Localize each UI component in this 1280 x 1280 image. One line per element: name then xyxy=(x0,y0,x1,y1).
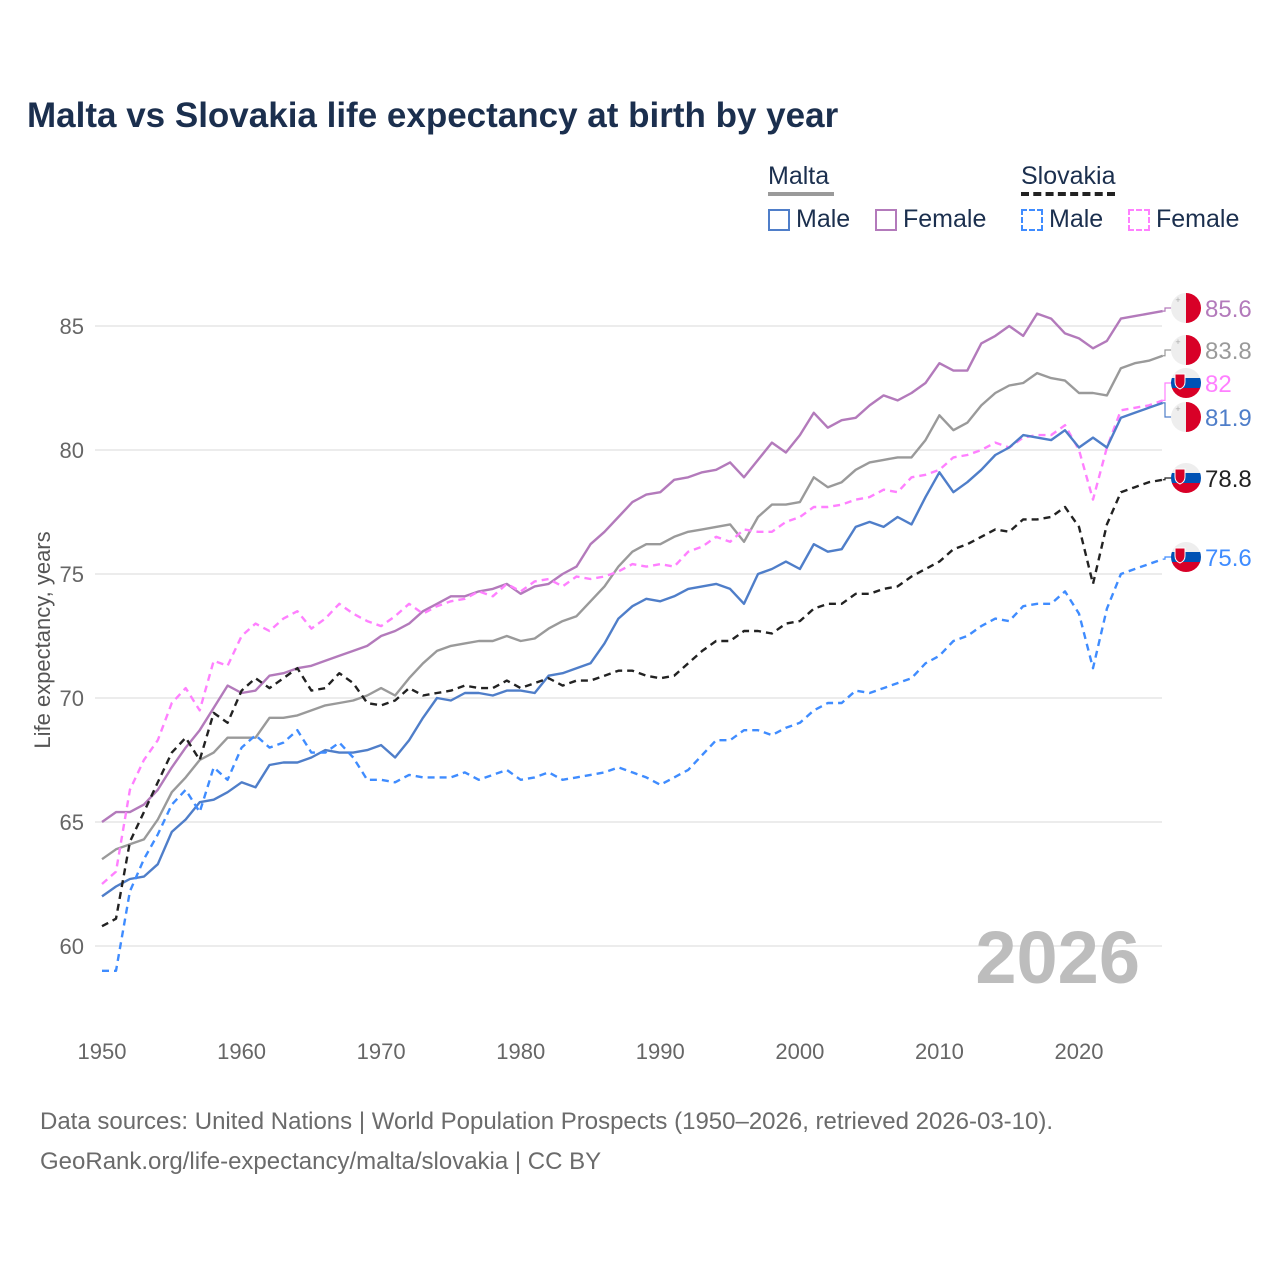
legend-group-slovakia: Slovakia xyxy=(1021,162,1116,196)
legend-swatch xyxy=(768,208,790,231)
y-tick-label: 65 xyxy=(60,810,84,835)
x-tick-label: 1950 xyxy=(78,1039,127,1064)
legend-item-malta-male[interactable]: Male xyxy=(768,205,850,234)
x-tick-label: 2020 xyxy=(1055,1039,1104,1064)
x-tick-label: 2000 xyxy=(775,1039,824,1064)
legend-swatch xyxy=(1128,208,1150,231)
end-value-label: 81.9 xyxy=(1205,405,1252,432)
legend-line-dashed xyxy=(1021,192,1115,196)
x-axis-ticks: 1950 1960 1970 1980 1990 2000 2010 2020 xyxy=(78,1039,1104,1064)
slovakia-flag-icon xyxy=(1171,368,1201,398)
label-connector xyxy=(1162,402,1172,418)
end-value-label: 83.8 xyxy=(1205,338,1252,365)
legend-item-slovakia-female[interactable]: Female xyxy=(1128,205,1239,234)
end-labels: +85.6 + 83.8 82 + 81.9 78.8 75.6 xyxy=(1162,293,1252,572)
x-tick-label: 1960 xyxy=(217,1039,266,1064)
y-axis-ticks: 60 65 70 75 80 85 xyxy=(60,314,84,959)
legend-label: Male xyxy=(796,205,851,233)
chart-title: Malta vs Slovakia life expectancy at bir… xyxy=(27,96,839,135)
x-tick-label: 1970 xyxy=(357,1039,406,1064)
series-lines xyxy=(101,309,1164,972)
y-tick-label: 80 xyxy=(60,438,84,463)
year-watermark: 2026 xyxy=(975,916,1140,999)
legend-group-label: Malta xyxy=(768,162,830,190)
series-line-slovakia-male xyxy=(102,557,1164,972)
legend-item-slovakia-male[interactable]: Male xyxy=(1021,205,1103,234)
y-tick-label: 85 xyxy=(60,314,84,339)
legend-label: Female xyxy=(1156,205,1240,233)
footer-credit[interactable]: GeoRank.org/life-expectancy/malta/slovak… xyxy=(40,1148,602,1175)
x-tick-label: 1980 xyxy=(496,1039,545,1064)
legend-label: Female xyxy=(903,205,987,233)
svg-text:+: + xyxy=(1175,337,1180,347)
malta-flag-icon: + xyxy=(1171,293,1201,323)
series-line-malta-female xyxy=(101,309,1163,823)
legend-swatch xyxy=(875,208,897,231)
y-tick-label: 70 xyxy=(60,686,84,711)
x-tick-label: 2010 xyxy=(915,1039,964,1064)
gridlines xyxy=(95,325,1162,947)
legend-swatch xyxy=(1021,208,1043,231)
slovakia-flag-icon xyxy=(1171,542,1201,572)
end-value-label: 82 xyxy=(1205,371,1232,398)
footer-sources: Data sources: United Nations | World Pop… xyxy=(40,1108,1054,1135)
end-value-label: 78.8 xyxy=(1205,466,1252,493)
end-value-label: 75.6 xyxy=(1205,545,1252,572)
malta-flag-icon: + xyxy=(1171,335,1201,365)
slovakia-flag-icon xyxy=(1171,463,1201,493)
label-connector xyxy=(1162,382,1172,401)
end-value-label: 85.6 xyxy=(1205,296,1252,323)
malta-flag-icon: + xyxy=(1171,402,1201,432)
legend-group-label: Slovakia xyxy=(1021,162,1116,190)
svg-text:+: + xyxy=(1175,295,1180,305)
svg-text:+: + xyxy=(1175,404,1180,414)
series-line-malta-male xyxy=(101,401,1164,898)
y-tick-label: 60 xyxy=(60,934,84,959)
y-tick-label: 75 xyxy=(60,562,84,587)
legend-line-solid xyxy=(768,192,834,196)
series-line-slovakia-female xyxy=(101,399,1164,885)
label-connector xyxy=(1162,556,1172,560)
y-axis-label: Life expectancy, years xyxy=(30,531,55,748)
label-connector xyxy=(1162,349,1172,357)
legend-item-malta-female[interactable]: Female xyxy=(875,205,986,234)
label-connector xyxy=(1162,477,1172,481)
label-connector xyxy=(1162,307,1172,312)
series-line-slovakia xyxy=(101,478,1163,928)
x-tick-label: 1990 xyxy=(636,1039,685,1064)
legend-label: Male xyxy=(1049,205,1104,233)
series-line-malta xyxy=(101,354,1164,861)
legend-group-malta: Malta xyxy=(768,162,834,196)
